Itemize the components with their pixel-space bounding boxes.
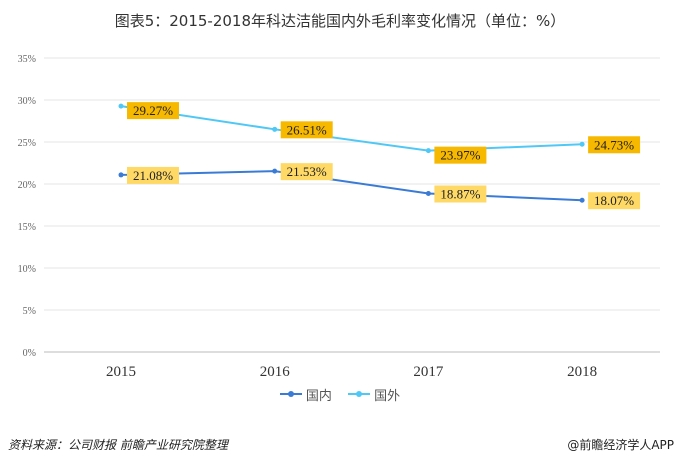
legend-item-domestic[interactable]: 国内 [279, 385, 332, 404]
y-tick-label: 20% [18, 180, 36, 191]
x-tick-label: 2018 [567, 364, 597, 380]
series-line [120, 105, 583, 152]
source-note: 资料来源：公司财报 前瞻产业研究院整理 [8, 438, 228, 452]
data-label-bg [588, 136, 641, 154]
data-label: 18.87% [440, 186, 480, 201]
series-line [120, 170, 583, 202]
data-point [425, 148, 431, 154]
data-label: 23.97% [440, 148, 480, 163]
data-point [579, 141, 585, 147]
data-label: 29.27% [133, 103, 173, 118]
data-label-bg [127, 166, 179, 184]
y-tick-label: 15% [18, 222, 36, 233]
chart-title: 图表5：2015-2018年科达洁能国内外毛利率变化情况（单位：%） [114, 12, 566, 30]
data-label-bg [280, 163, 333, 181]
legend-item-foreign[interactable]: 国外 [348, 385, 400, 404]
data-label: 21.08% [133, 168, 173, 183]
data-label: 26.51% [287, 122, 327, 137]
y-tick-label: 0% [23, 348, 36, 359]
data-label-bg [434, 146, 487, 164]
data-point [425, 190, 431, 196]
legend: 国内 国外 [0, 384, 680, 404]
y-tick-label: 5% [23, 306, 36, 317]
data-point [118, 172, 124, 178]
data-label: 24.73% [594, 137, 634, 152]
x-tick-label: 2017 [413, 364, 444, 380]
data-label: 18.07% [594, 193, 634, 208]
data-point [118, 103, 124, 109]
y-tick-label: 30% [18, 96, 36, 107]
credit: @前瞻经济学人APP [567, 438, 674, 452]
data-point [272, 168, 278, 174]
data-point [579, 197, 585, 203]
data-label: 21.53% [287, 164, 327, 179]
data-label-bg [280, 121, 333, 139]
x-tick-label: 2015 [106, 364, 136, 380]
y-tick-label: 25% [18, 138, 36, 149]
data-label-bg [588, 192, 641, 210]
chart-plot: 0% 5% 10% 15% 20% 25% 30% 35% 2015 2016 2017 2018 21… [18, 54, 660, 380]
y-tick-label: 35% [18, 54, 36, 65]
legend-swatch-domestic [279, 391, 302, 397]
data-label-bg [434, 185, 487, 203]
data-point [272, 126, 278, 132]
legend-label: 国外 [374, 388, 401, 404]
x-tick-label: 2016 [260, 364, 291, 380]
legend-swatch-foreign [348, 391, 371, 397]
y-tick-label: 10% [18, 264, 36, 275]
legend-label: 国内 [305, 388, 332, 404]
data-label-bg [127, 102, 179, 120]
